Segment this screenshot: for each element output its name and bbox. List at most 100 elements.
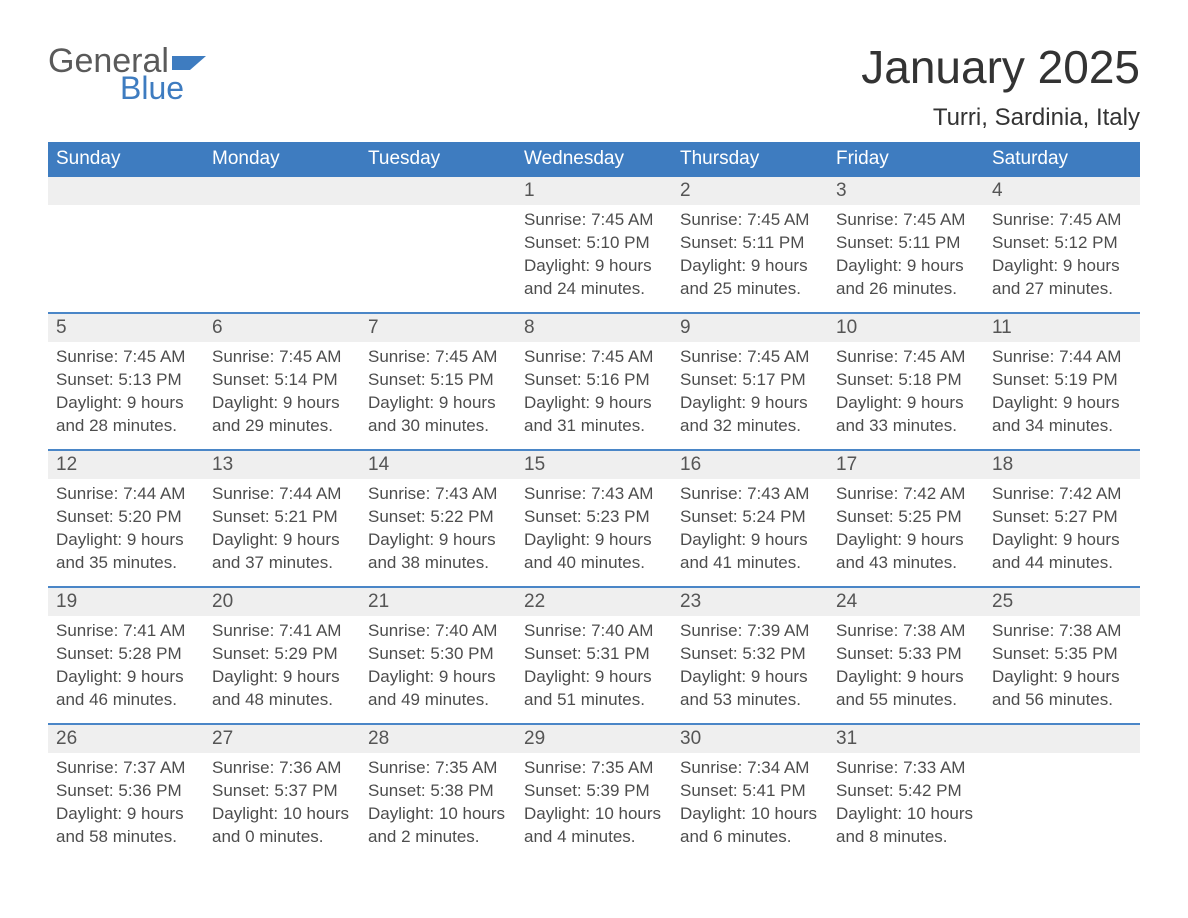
day-details: Sunrise: 7:45 AMSunset: 5:12 PMDaylight:… xyxy=(984,205,1140,305)
calendar-day-cell: 23Sunrise: 7:39 AMSunset: 5:32 PMDayligh… xyxy=(672,588,828,724)
calendar-day-cell: 6Sunrise: 7:45 AMSunset: 5:14 PMDaylight… xyxy=(204,314,360,450)
day-details: Sunrise: 7:41 AMSunset: 5:29 PMDaylight:… xyxy=(204,616,360,716)
calendar-day-cell: 5Sunrise: 7:45 AMSunset: 5:13 PMDaylight… xyxy=(48,314,204,450)
day-number: 18 xyxy=(984,451,1140,479)
day-number: 27 xyxy=(204,725,360,753)
calendar-day-cell: 8Sunrise: 7:45 AMSunset: 5:16 PMDaylight… xyxy=(516,314,672,450)
day-details: Sunrise: 7:43 AMSunset: 5:22 PMDaylight:… xyxy=(360,479,516,579)
calendar-page: General Blue January 2025 Turri, Sardini… xyxy=(0,0,1188,891)
day-details: Sunrise: 7:41 AMSunset: 5:28 PMDaylight:… xyxy=(48,616,204,716)
logo: General Blue xyxy=(48,44,206,104)
day-details: Sunrise: 7:45 AMSunset: 5:10 PMDaylight:… xyxy=(516,205,672,305)
day-details: Sunrise: 7:44 AMSunset: 5:19 PMDaylight:… xyxy=(984,342,1140,442)
calendar-day-cell: 1Sunrise: 7:45 AMSunset: 5:10 PMDaylight… xyxy=(516,177,672,313)
day-details: Sunrise: 7:35 AMSunset: 5:39 PMDaylight:… xyxy=(516,753,672,853)
calendar-day-cell: 31Sunrise: 7:33 AMSunset: 5:42 PMDayligh… xyxy=(828,725,984,861)
calendar-day-cell: 12Sunrise: 7:44 AMSunset: 5:20 PMDayligh… xyxy=(48,451,204,587)
title-block: January 2025 Turri, Sardinia, Italy xyxy=(861,44,1140,132)
calendar-day-cell: 25Sunrise: 7:38 AMSunset: 5:35 PMDayligh… xyxy=(984,588,1140,724)
day-details: Sunrise: 7:45 AMSunset: 5:14 PMDaylight:… xyxy=(204,342,360,442)
day-number: 19 xyxy=(48,588,204,616)
day-number: 30 xyxy=(672,725,828,753)
calendar-day-cell: 4Sunrise: 7:45 AMSunset: 5:12 PMDaylight… xyxy=(984,177,1140,313)
calendar-day-cell: 18Sunrise: 7:42 AMSunset: 5:27 PMDayligh… xyxy=(984,451,1140,587)
day-number: 23 xyxy=(672,588,828,616)
day-details: Sunrise: 7:45 AMSunset: 5:13 PMDaylight:… xyxy=(48,342,204,442)
calendar-day-cell: 16Sunrise: 7:43 AMSunset: 5:24 PMDayligh… xyxy=(672,451,828,587)
day-details: Sunrise: 7:33 AMSunset: 5:42 PMDaylight:… xyxy=(828,753,984,853)
day-number: 28 xyxy=(360,725,516,753)
day-number: 13 xyxy=(204,451,360,479)
weekday-header: Sunday xyxy=(48,142,204,177)
day-details: Sunrise: 7:38 AMSunset: 5:35 PMDaylight:… xyxy=(984,616,1140,716)
calendar-day-cell: 3Sunrise: 7:45 AMSunset: 5:11 PMDaylight… xyxy=(828,177,984,313)
day-details: Sunrise: 7:45 AMSunset: 5:11 PMDaylight:… xyxy=(672,205,828,305)
weekday-header-row: Sunday Monday Tuesday Wednesday Thursday… xyxy=(48,142,1140,177)
day-number: 4 xyxy=(984,177,1140,205)
day-details: Sunrise: 7:40 AMSunset: 5:31 PMDaylight:… xyxy=(516,616,672,716)
calendar-day-cell: 19Sunrise: 7:41 AMSunset: 5:28 PMDayligh… xyxy=(48,588,204,724)
day-number: 29 xyxy=(516,725,672,753)
calendar-day-cell: 27Sunrise: 7:36 AMSunset: 5:37 PMDayligh… xyxy=(204,725,360,861)
calendar-day-cell: 30Sunrise: 7:34 AMSunset: 5:41 PMDayligh… xyxy=(672,725,828,861)
day-number: 10 xyxy=(828,314,984,342)
day-details: Sunrise: 7:38 AMSunset: 5:33 PMDaylight:… xyxy=(828,616,984,716)
day-details: Sunrise: 7:34 AMSunset: 5:41 PMDaylight:… xyxy=(672,753,828,853)
day-number: 1 xyxy=(516,177,672,205)
day-details: Sunrise: 7:42 AMSunset: 5:27 PMDaylight:… xyxy=(984,479,1140,579)
calendar-day-cell: 14Sunrise: 7:43 AMSunset: 5:22 PMDayligh… xyxy=(360,451,516,587)
calendar-day-cell: 13Sunrise: 7:44 AMSunset: 5:21 PMDayligh… xyxy=(204,451,360,587)
calendar-day-cell: 10Sunrise: 7:45 AMSunset: 5:18 PMDayligh… xyxy=(828,314,984,450)
calendar-week-row: 5Sunrise: 7:45 AMSunset: 5:13 PMDaylight… xyxy=(48,314,1140,450)
day-details: Sunrise: 7:45 AMSunset: 5:11 PMDaylight:… xyxy=(828,205,984,305)
weekday-header: Thursday xyxy=(672,142,828,177)
day-number: 11 xyxy=(984,314,1140,342)
day-number xyxy=(360,177,516,205)
calendar-day-cell xyxy=(984,725,1140,861)
calendar-day-cell: 28Sunrise: 7:35 AMSunset: 5:38 PMDayligh… xyxy=(360,725,516,861)
calendar-day-cell: 15Sunrise: 7:43 AMSunset: 5:23 PMDayligh… xyxy=(516,451,672,587)
weekday-header: Saturday xyxy=(984,142,1140,177)
day-number xyxy=(984,725,1140,753)
calendar-day-cell: 29Sunrise: 7:35 AMSunset: 5:39 PMDayligh… xyxy=(516,725,672,861)
day-details: Sunrise: 7:45 AMSunset: 5:18 PMDaylight:… xyxy=(828,342,984,442)
day-details: Sunrise: 7:43 AMSunset: 5:24 PMDaylight:… xyxy=(672,479,828,579)
day-details: Sunrise: 7:36 AMSunset: 5:37 PMDaylight:… xyxy=(204,753,360,853)
day-number: 16 xyxy=(672,451,828,479)
calendar-day-cell: 24Sunrise: 7:38 AMSunset: 5:33 PMDayligh… xyxy=(828,588,984,724)
calendar-day-cell: 21Sunrise: 7:40 AMSunset: 5:30 PMDayligh… xyxy=(360,588,516,724)
calendar-day-cell xyxy=(48,177,204,313)
day-number: 26 xyxy=(48,725,204,753)
calendar-day-cell: 7Sunrise: 7:45 AMSunset: 5:15 PMDaylight… xyxy=(360,314,516,450)
day-details: Sunrise: 7:44 AMSunset: 5:20 PMDaylight:… xyxy=(48,479,204,579)
day-number: 9 xyxy=(672,314,828,342)
calendar-table: Sunday Monday Tuesday Wednesday Thursday… xyxy=(48,142,1140,861)
day-number xyxy=(48,177,204,205)
page-title: January 2025 xyxy=(861,44,1140,90)
day-number: 17 xyxy=(828,451,984,479)
weekday-header: Wednesday xyxy=(516,142,672,177)
day-number: 15 xyxy=(516,451,672,479)
day-details: Sunrise: 7:45 AMSunset: 5:16 PMDaylight:… xyxy=(516,342,672,442)
calendar-day-cell: 26Sunrise: 7:37 AMSunset: 5:36 PMDayligh… xyxy=(48,725,204,861)
day-details: Sunrise: 7:42 AMSunset: 5:25 PMDaylight:… xyxy=(828,479,984,579)
day-details: Sunrise: 7:45 AMSunset: 5:17 PMDaylight:… xyxy=(672,342,828,442)
calendar-week-row: 1Sunrise: 7:45 AMSunset: 5:10 PMDaylight… xyxy=(48,177,1140,313)
day-number: 25 xyxy=(984,588,1140,616)
day-details: Sunrise: 7:39 AMSunset: 5:32 PMDaylight:… xyxy=(672,616,828,716)
day-number: 6 xyxy=(204,314,360,342)
day-number: 7 xyxy=(360,314,516,342)
day-details: Sunrise: 7:45 AMSunset: 5:15 PMDaylight:… xyxy=(360,342,516,442)
day-number: 31 xyxy=(828,725,984,753)
day-number: 21 xyxy=(360,588,516,616)
day-number: 5 xyxy=(48,314,204,342)
day-number: 14 xyxy=(360,451,516,479)
day-details: Sunrise: 7:40 AMSunset: 5:30 PMDaylight:… xyxy=(360,616,516,716)
day-details: Sunrise: 7:43 AMSunset: 5:23 PMDaylight:… xyxy=(516,479,672,579)
calendar-day-cell: 11Sunrise: 7:44 AMSunset: 5:19 PMDayligh… xyxy=(984,314,1140,450)
calendar-day-cell: 20Sunrise: 7:41 AMSunset: 5:29 PMDayligh… xyxy=(204,588,360,724)
location-text: Turri, Sardinia, Italy xyxy=(861,104,1140,132)
day-number: 24 xyxy=(828,588,984,616)
weekday-header: Friday xyxy=(828,142,984,177)
calendar-week-row: 19Sunrise: 7:41 AMSunset: 5:28 PMDayligh… xyxy=(48,588,1140,724)
